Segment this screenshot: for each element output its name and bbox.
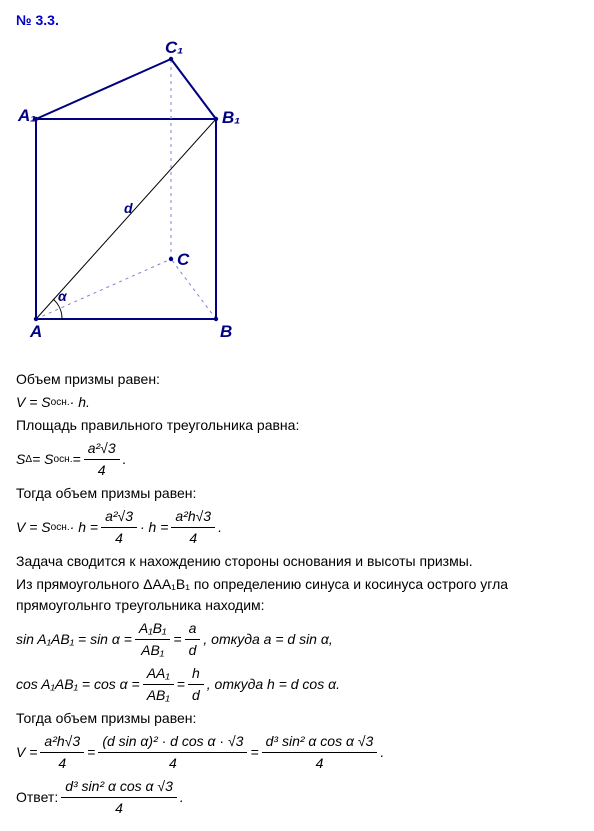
t: S bbox=[16, 449, 25, 470]
t: осн. bbox=[53, 452, 72, 467]
t: = bbox=[87, 742, 95, 763]
denominator: 4 bbox=[312, 753, 328, 774]
line-1: Объем призмы равен: bbox=[16, 369, 578, 390]
svg-text:B₁: B₁ bbox=[222, 108, 240, 127]
line-3: Площадь правильного треугольника равна: bbox=[16, 415, 578, 436]
svg-text:α: α bbox=[58, 288, 68, 304]
fraction: AA₁ AB₁ bbox=[143, 663, 174, 706]
t: = bbox=[177, 674, 185, 695]
fraction: a²√3 4 bbox=[84, 438, 120, 481]
t: V = S bbox=[16, 392, 51, 413]
fraction: (d sin α)² · d cos α · √3 4 bbox=[98, 731, 247, 774]
t: , откуда h = d cos α. bbox=[207, 674, 340, 695]
t: sin A₁AB₁ = sin α = bbox=[16, 629, 132, 650]
t: = bbox=[73, 449, 81, 470]
denominator: 4 bbox=[165, 753, 181, 774]
problem-number: № 3.3. bbox=[16, 10, 578, 31]
formula-volume-basic: V = Sосн. · h. bbox=[16, 392, 578, 413]
denominator: AB₁ bbox=[137, 640, 168, 661]
numerator: (d sin α)² · d cos α · √3 bbox=[98, 731, 247, 753]
t: , откуда a = d sin α, bbox=[203, 629, 332, 650]
fraction: a²h√3 4 bbox=[40, 731, 84, 774]
answer-label: Ответ: bbox=[16, 787, 58, 808]
numerator: a²h√3 bbox=[40, 731, 84, 753]
denominator: d bbox=[185, 640, 201, 661]
denominator: 4 bbox=[111, 528, 127, 549]
svg-text:A: A bbox=[29, 322, 42, 341]
numerator: d³ sin² α cos α √3 bbox=[262, 731, 378, 753]
line-8: Из прямоугольного ΔAA₁B₁ по определению … bbox=[16, 574, 578, 616]
t: = bbox=[173, 629, 181, 650]
svg-text:d: d bbox=[124, 200, 133, 216]
formula-sin: sin A₁AB₁ = sin α = A₁B₁ AB₁ = a d , отк… bbox=[16, 618, 578, 661]
t: . bbox=[123, 449, 127, 470]
t: · h = bbox=[70, 517, 98, 538]
fraction: a²h√3 4 bbox=[171, 506, 215, 549]
t: V = S bbox=[16, 517, 51, 538]
t: = bbox=[250, 742, 258, 763]
svg-text:B: B bbox=[220, 322, 232, 341]
t: cos A₁AB₁ = cos α = bbox=[16, 674, 140, 695]
t: осн. bbox=[51, 520, 70, 535]
numerator: a²h√3 bbox=[171, 506, 215, 528]
denominator: 4 bbox=[94, 460, 110, 481]
denominator: 4 bbox=[185, 528, 201, 549]
answer-line: Ответ: d³ sin² α cos α √3 4 . bbox=[16, 776, 578, 819]
t: · h. bbox=[70, 392, 90, 413]
numerator: a²√3 bbox=[84, 438, 120, 460]
t: . bbox=[180, 787, 184, 808]
t: . bbox=[218, 517, 222, 538]
fraction: d³ sin² α cos α √3 4 bbox=[61, 776, 177, 819]
numerator: A₁B₁ bbox=[135, 618, 171, 640]
line-5: Тогда объем призмы равен: bbox=[16, 483, 578, 504]
numerator: AA₁ bbox=[143, 663, 174, 685]
prism-diagram: A B C A₁ B₁ C₁ d α bbox=[16, 39, 578, 355]
t: V = bbox=[16, 742, 37, 763]
svg-text:C: C bbox=[177, 250, 190, 269]
numerator: a²√3 bbox=[101, 506, 137, 528]
denominator: 4 bbox=[111, 798, 127, 819]
denominator: 4 bbox=[54, 753, 70, 774]
line-7: Задача сводится к нахождению стороны осн… bbox=[16, 551, 578, 572]
formula-volume-expanded: V = Sосн. · h = a²√3 4 · h = a²h√3 4 . bbox=[16, 506, 578, 549]
formula-volume-final: V = a²h√3 4 = (d sin α)² · d cos α · √3 … bbox=[16, 731, 578, 774]
denominator: d bbox=[188, 685, 204, 706]
fraction: A₁B₁ AB₁ bbox=[135, 618, 171, 661]
formula-cos: cos A₁AB₁ = cos α = AA₁ AB₁ = h d , отку… bbox=[16, 663, 578, 706]
denominator: AB₁ bbox=[143, 685, 174, 706]
numerator: d³ sin² α cos α √3 bbox=[61, 776, 177, 798]
t: осн. bbox=[51, 395, 70, 410]
fraction: h d bbox=[188, 663, 204, 706]
formula-area: SΔ = Sосн. = a²√3 4 . bbox=[16, 438, 578, 481]
t: = S bbox=[32, 449, 53, 470]
numerator: h bbox=[188, 663, 204, 685]
t: Δ bbox=[25, 452, 32, 467]
svg-text:C₁: C₁ bbox=[165, 39, 183, 57]
fraction: d³ sin² α cos α √3 4 bbox=[262, 731, 378, 774]
numerator: a bbox=[185, 618, 201, 640]
fraction: a²√3 4 bbox=[101, 506, 137, 549]
svg-text:A₁: A₁ bbox=[17, 106, 36, 125]
line-11: Тогда объем призмы равен: bbox=[16, 708, 578, 729]
t: . bbox=[380, 742, 384, 763]
fraction: a d bbox=[185, 618, 201, 661]
t: · h = bbox=[140, 517, 168, 538]
